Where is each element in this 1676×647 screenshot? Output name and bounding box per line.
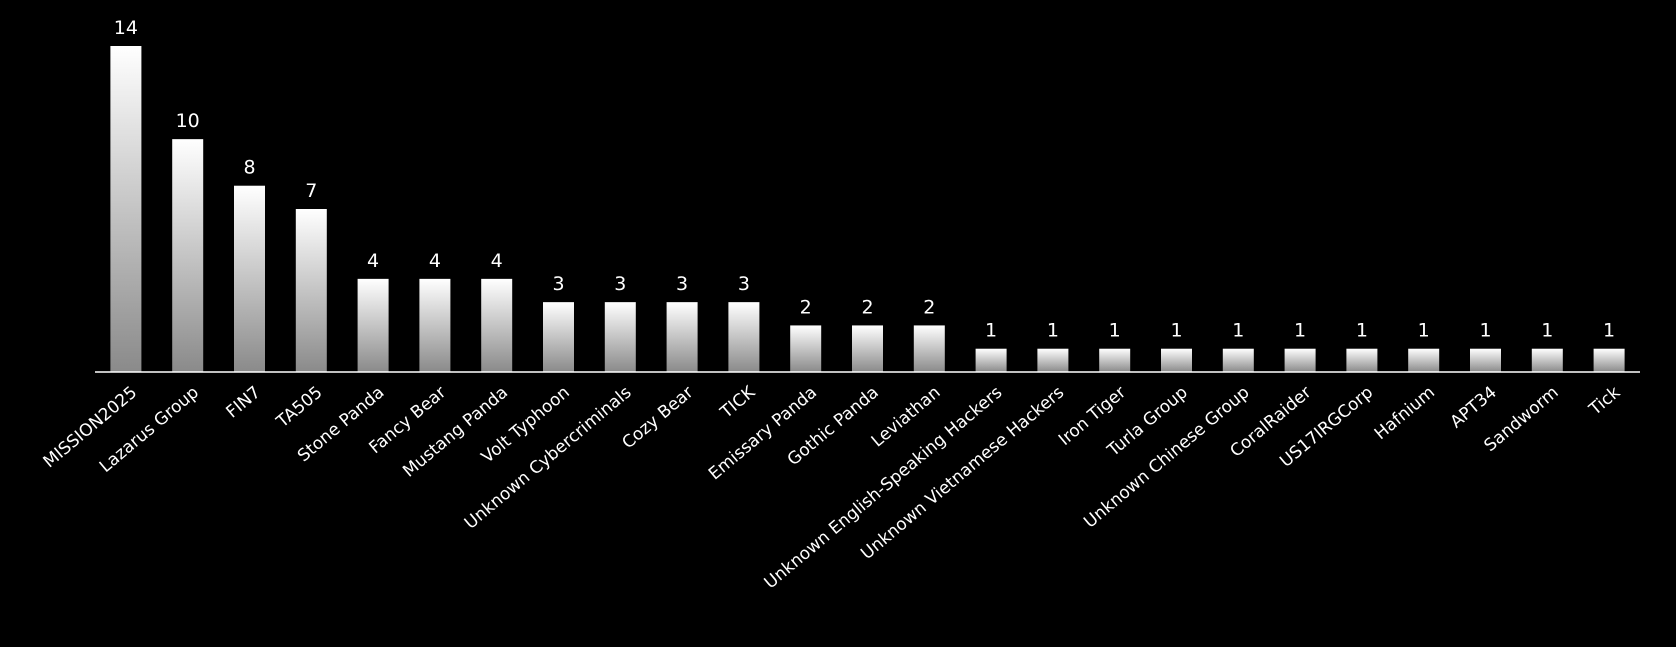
bar [110, 46, 142, 372]
value-label: 8 [243, 157, 255, 179]
value-label: 1 [985, 320, 997, 342]
bar [481, 278, 513, 372]
value-label: 3 [676, 273, 688, 295]
bar [357, 278, 389, 372]
value-label: 2 [800, 296, 812, 318]
x-tick-label: Tick [1585, 382, 1625, 420]
bar [975, 348, 1007, 372]
bar [295, 209, 327, 372]
bar [1222, 348, 1254, 372]
bar [852, 325, 883, 372]
value-label: 3 [738, 273, 750, 295]
value-label: 1 [1356, 320, 1368, 342]
value-label: 7 [305, 180, 317, 202]
bar [666, 302, 698, 372]
bar [1470, 348, 1501, 372]
bar [1408, 348, 1440, 372]
value-label: 3 [614, 273, 626, 295]
value-label: 1 [1479, 320, 1491, 342]
value-label: 2 [923, 296, 935, 318]
x-tick-label: TA505 [272, 383, 326, 433]
bar [419, 278, 451, 372]
value-label: 2 [861, 296, 873, 318]
bar [913, 325, 945, 372]
bar [234, 185, 265, 372]
value-label: 1 [1047, 320, 1059, 342]
value-label: 1 [1294, 320, 1306, 342]
value-label: 1 [1418, 320, 1430, 342]
value-label: 1 [1603, 320, 1615, 342]
x-tick-label: Emissary Panda [705, 383, 821, 485]
bar [172, 139, 204, 372]
bar [604, 302, 636, 372]
value-label: 4 [491, 250, 503, 272]
bar [728, 302, 760, 372]
value-label: 4 [429, 250, 441, 272]
x-tick-label: Mustang Panda [399, 383, 512, 482]
x-tick-label: Hafnium [1371, 383, 1439, 445]
bar [1346, 348, 1378, 372]
bar [1161, 348, 1192, 372]
bar [790, 325, 822, 372]
bar [1284, 348, 1316, 372]
bar [1037, 348, 1069, 372]
value-label: 4 [367, 250, 379, 272]
x-tick-label: FIN7 [222, 383, 264, 423]
value-label: 1 [1170, 320, 1182, 342]
x-tick-label: APT34 [1447, 383, 1501, 433]
value-label: 14 [114, 17, 138, 39]
bar [1099, 348, 1131, 372]
value-label: 1 [1541, 320, 1553, 342]
bar [1593, 348, 1625, 372]
value-label: 1 [1109, 320, 1121, 342]
value-label: 3 [552, 273, 564, 295]
x-tick-label: TICK [716, 382, 760, 423]
value-label: 10 [176, 110, 200, 132]
bar [1531, 348, 1563, 372]
value-label: 1 [1232, 320, 1244, 342]
bar [543, 302, 574, 372]
